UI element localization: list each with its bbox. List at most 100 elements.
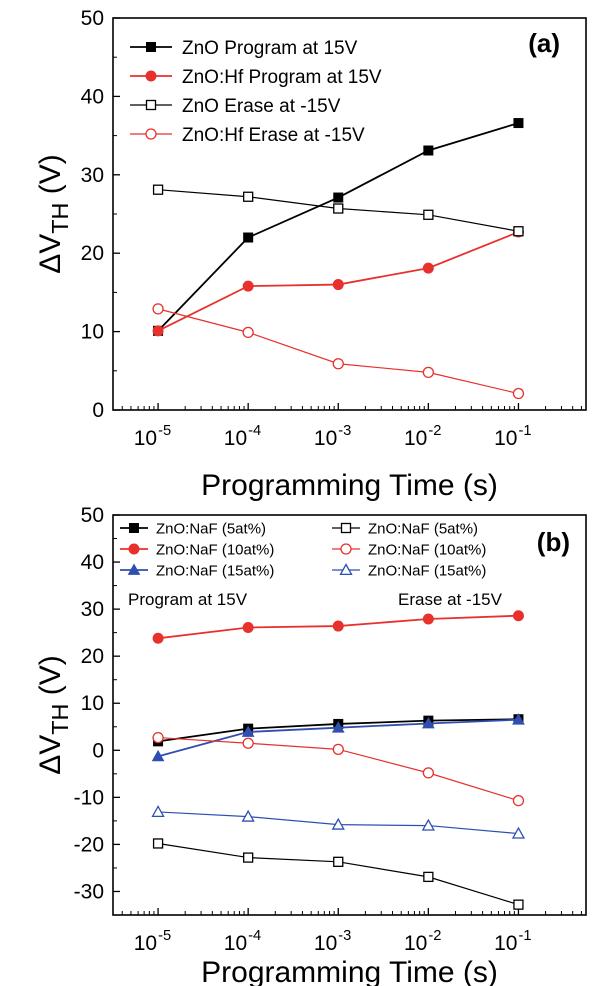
y-axis-label-main: ΔV [34,735,67,775]
panel-label: (b) [537,527,570,557]
data-point [151,749,165,762]
x-axis-label: Programming Time (s) [201,956,498,986]
x-tick-exponent: -3 [338,423,351,439]
legend-marker [128,543,140,555]
series-3 [152,303,525,400]
data-point [512,794,525,807]
y-tick-label: 30 [81,164,104,187]
plot-frame [112,514,587,916]
data-point [332,279,344,291]
series-line [157,308,519,395]
data-point [152,303,164,315]
y-tick-label: 20 [81,645,104,668]
legend-item: ZnO:Hf Erase at -15V [130,125,365,146]
x-tick-base: 10 [494,932,517,955]
legend-item: ZnO:NaF (10at%) [120,541,274,558]
y-tick-label: 40 [81,551,104,574]
x-axis-label: Programming Time (s) [201,469,498,502]
data-point [512,387,525,400]
legend-label: ZnO:Hf Program at 15V [182,67,382,88]
x-tick-base: 10 [404,932,427,955]
x-tick-label: 10 -5 [134,423,171,450]
series-0 [153,118,524,336]
legend-label: ZnO Erase at -15V [182,96,341,117]
legend-label: ZnO:NaF (15at%) [156,562,274,579]
y-tick-label: 20 [81,242,104,265]
legend-label: ZnO:NaF (5at%) [156,520,266,537]
data-point [423,871,434,883]
y-tick-label: -10 [74,786,104,809]
legend-marker [340,522,352,534]
series-2 [151,713,525,762]
data-point [422,366,435,379]
y-tick-label: 0 [92,739,104,762]
data-point [333,856,344,867]
x-tick-label: 10 -5 [134,928,171,955]
x-tick-label: 10 -3 [314,423,351,450]
legend: ZnO Program at 15V ZnO:Hf Program at 15V Z… [130,38,382,146]
data-point [422,767,435,779]
y-tick-label: 50 [81,504,104,527]
data-point [331,817,345,830]
data-point [241,809,255,822]
data-point [151,805,165,817]
data-point [332,743,344,756]
legend-marker [129,523,139,533]
y-tick-label: 10 [81,321,104,344]
y-tick-label: -20 [74,833,104,856]
annotation-program: Program at 15V [128,590,248,609]
y-axis-label: ΔVTH (V) [34,655,73,775]
legend-marker [340,543,352,555]
x-tick-label: 10 -2 [404,928,441,955]
data-point [421,818,435,831]
x-tick-base: 10 [224,427,247,450]
y-axis-label-sub: TH [47,704,73,735]
legend-label: ZnO Program at 15V [182,38,358,59]
legend-marker [145,70,157,82]
x-tick-exponent: -1 [518,928,531,944]
legend-label: ZnO:NaF (10at%) [156,541,274,558]
x-tick-exponent: -1 [518,423,531,439]
data-point [152,838,164,849]
data-point [243,852,254,863]
data-point [242,326,254,339]
x-tick-exponent: -2 [428,423,441,439]
data-point [332,358,344,370]
data-point [513,226,524,237]
data-point [423,209,434,220]
x-tick-label: 10 -4 [224,423,261,450]
data-point [243,191,254,202]
series-4 [152,731,525,807]
data-point [152,731,164,744]
legend-item: ZnO Erase at -15V [130,96,341,117]
data-point [241,725,255,737]
x-tick-base: 10 [314,932,337,955]
data-point [331,721,345,733]
series-1 [152,610,524,644]
data-point [513,118,524,129]
data-point [332,620,344,632]
legend-marker [145,99,157,111]
data-point [422,613,434,625]
data-point [152,632,164,644]
data-point [512,610,524,622]
legend-item: ZnO:Hf Program at 15V [130,67,382,88]
data-point [512,713,525,725]
series-line [157,842,519,906]
x-tick-label: 10 -1 [494,423,531,450]
x-tick-label: 10 -4 [224,928,261,955]
x-tick-base: 10 [224,932,247,955]
x-tick-exponent: -4 [248,928,261,944]
y-tick-label: -30 [74,880,104,903]
series-3 [152,838,524,910]
x-tick-exponent: -5 [158,928,171,944]
legend-item: ZnO Program at 15V [130,38,358,59]
y-tick-label: 10 [81,692,104,715]
legend-item: ZnO:NaF (5at%) [332,520,478,537]
data-point [242,737,254,749]
y-axis-label-main: ΔV [34,234,67,274]
legend: ZnO:NaF (5at%) ZnO:NaF (10at%) ZnO:NaF (15… [120,520,486,579]
y-axis-label-unit: (V) [34,154,67,202]
